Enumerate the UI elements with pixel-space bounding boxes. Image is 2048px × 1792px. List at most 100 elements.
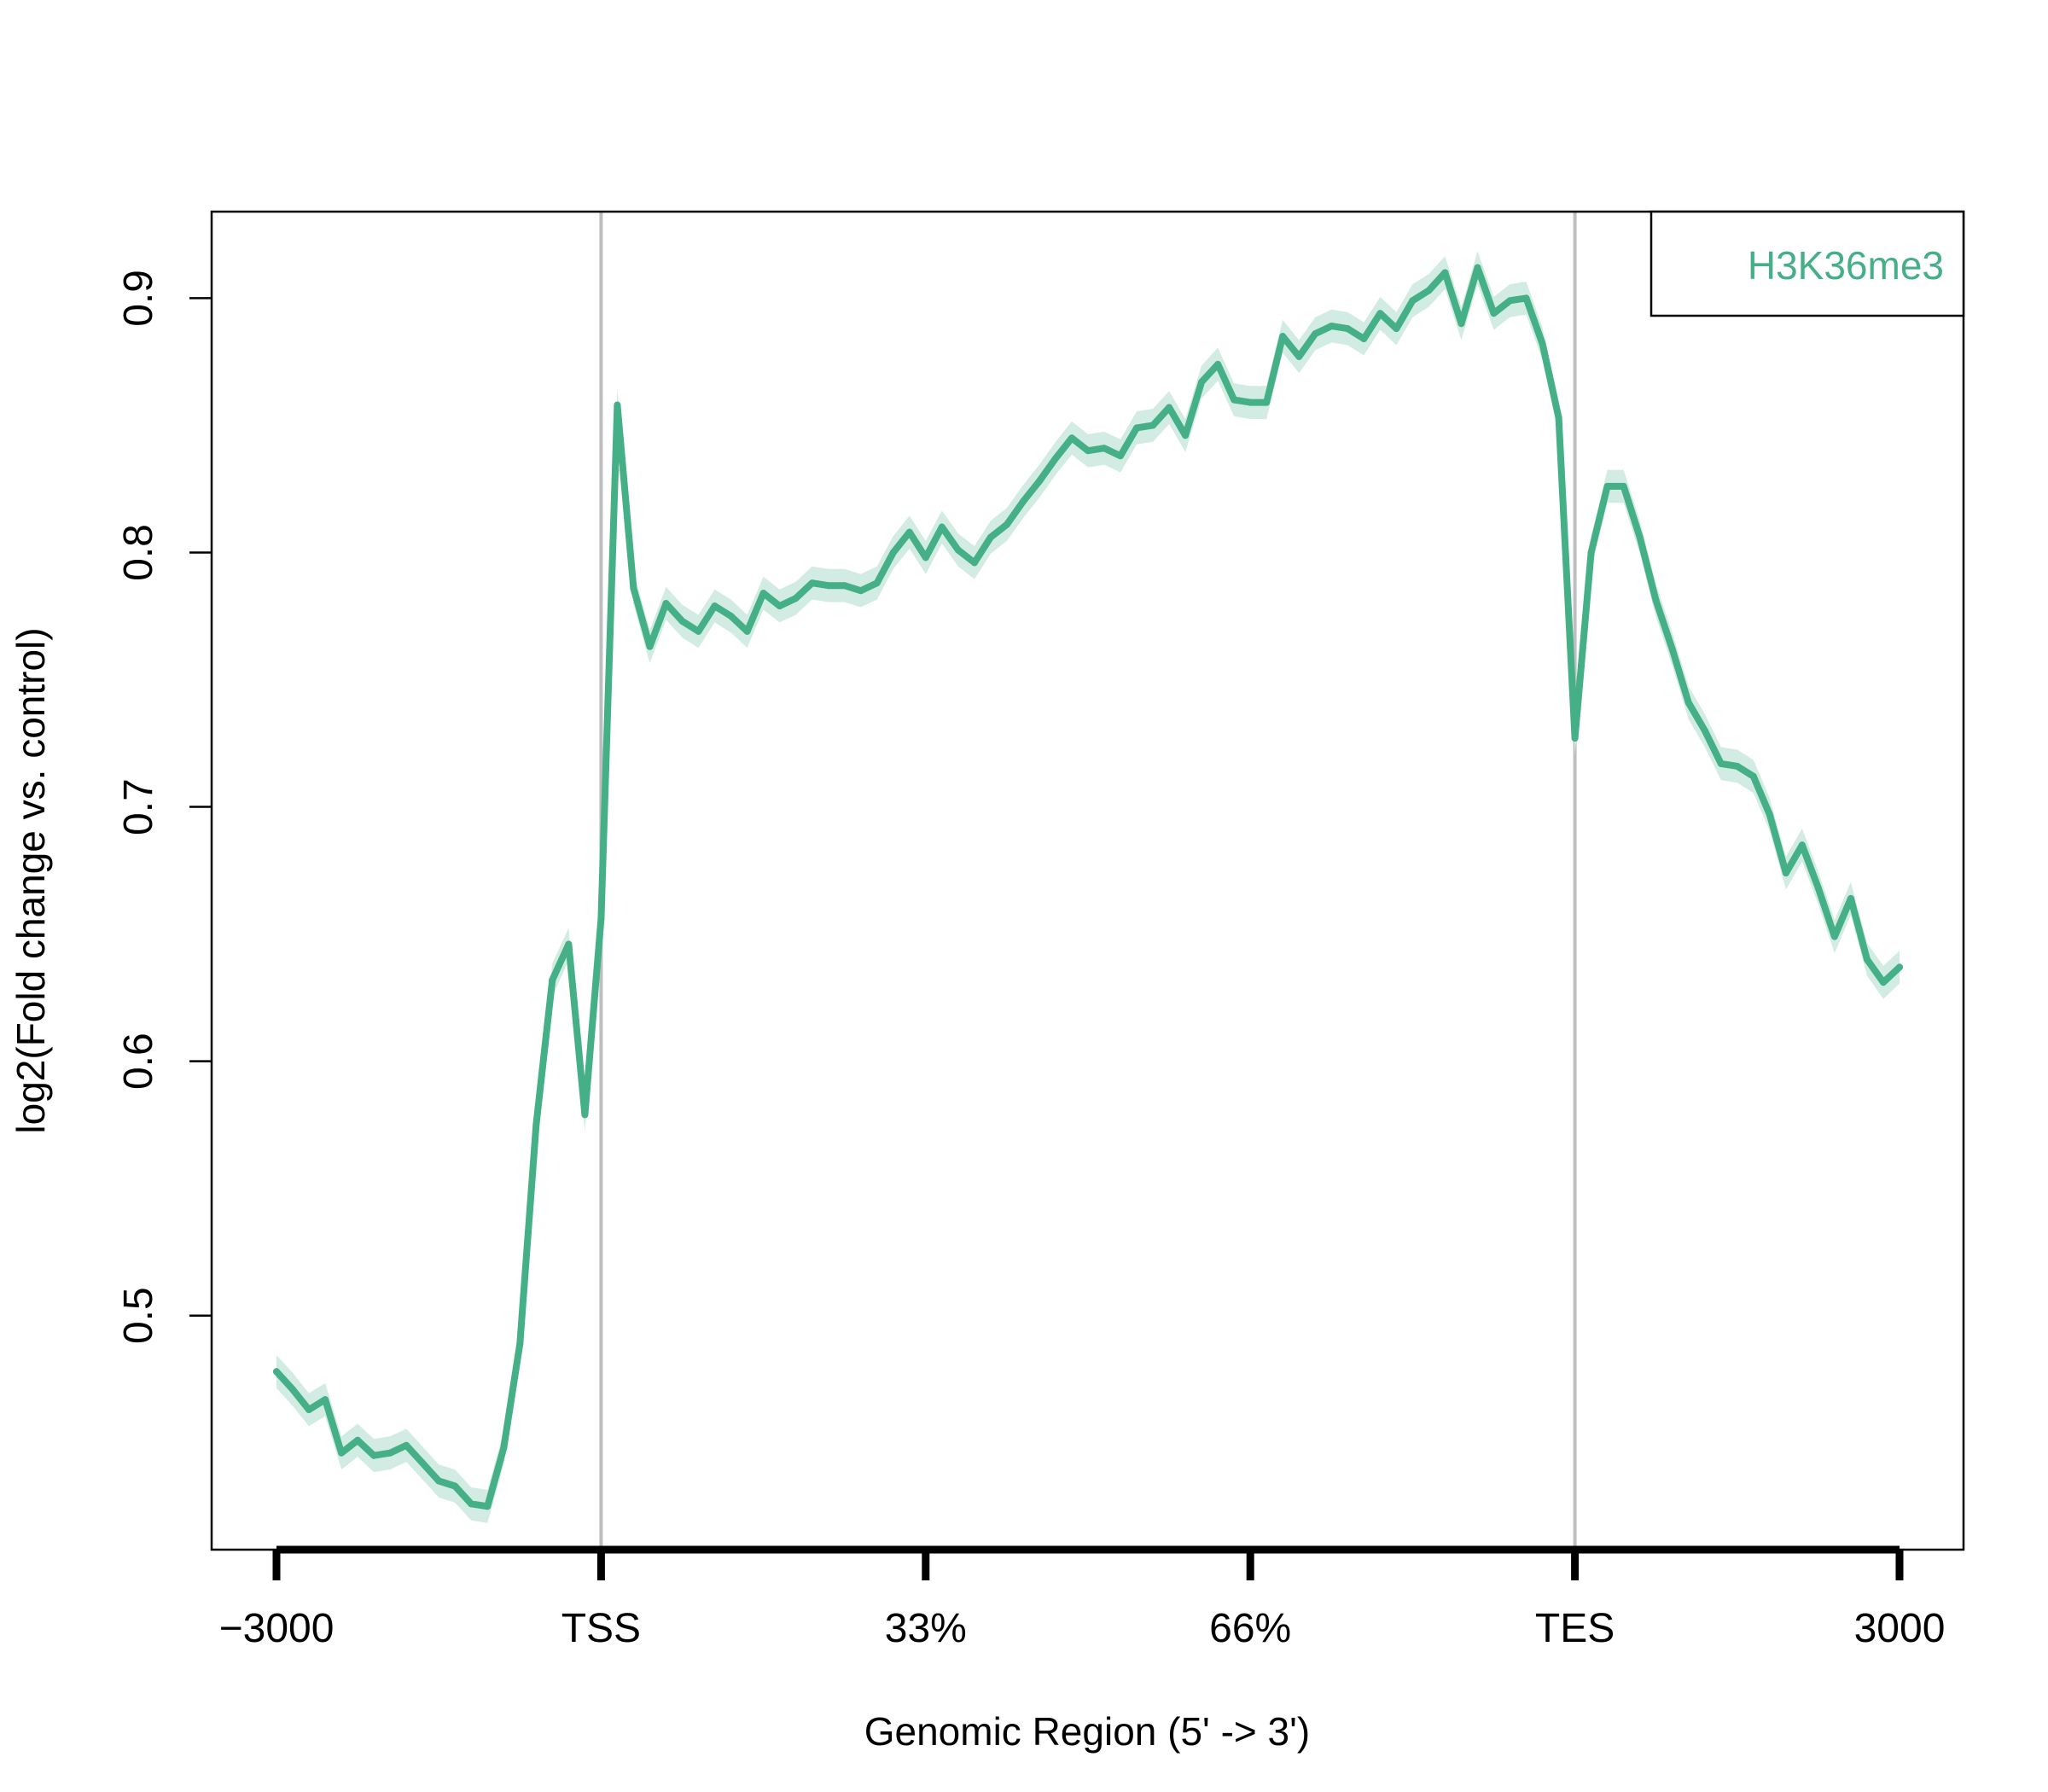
y-tick-label: 0.6 [116,1033,161,1090]
data-point [1085,447,1091,455]
y-tick-label: 0.9 [116,270,161,327]
data-point [1830,933,1838,940]
data-point [1766,811,1773,818]
data-point [792,595,800,602]
legend-entry-h3k36me3: H3K36me3 [1748,243,1944,288]
data-point [484,1503,492,1510]
x-axis-title: Genomic Region (5' -> 3') [864,1709,1311,1754]
data-point [922,554,929,561]
data-point [759,590,767,597]
data-point [1003,521,1010,528]
y-axis-title: log2(Fold change vs. control) [9,627,53,1133]
data-point [1506,297,1514,305]
data-point [1133,424,1141,432]
data-point [1684,699,1692,707]
data-point [1198,378,1206,386]
data-point [1425,287,1433,294]
data-point [338,1449,346,1457]
data-point [565,940,573,948]
data-point [727,613,735,620]
x-tick-label: TSS [561,1606,641,1651]
data-point [662,600,670,608]
data-point [322,1396,329,1404]
data-point [873,579,881,587]
data-point [1701,727,1708,735]
data-point [1749,772,1757,780]
y-tick-label: 0.5 [116,1287,161,1344]
data-point [1587,549,1595,556]
data-point [500,1444,508,1452]
data-point [1864,956,1871,963]
data-point [1555,414,1562,422]
data-point [273,1368,280,1376]
data-point [889,549,897,556]
data-point [1717,759,1725,767]
data-point [678,617,686,625]
data-point [1652,597,1660,605]
data-point [1441,269,1449,276]
data-point [1847,894,1854,902]
data-point [1182,432,1190,439]
data-point [1328,323,1335,330]
data-point [1247,399,1254,406]
data-point [1733,762,1741,770]
data-point [468,1500,475,1508]
data-point [1880,979,1887,986]
data-point [1571,735,1579,742]
data-point [419,1459,427,1467]
data-point [1457,320,1465,328]
data-point [743,627,751,635]
data-point [1474,264,1481,271]
data-point [1636,533,1644,541]
data-point [1782,870,1789,877]
x-tick-label: 3000 [1854,1606,1946,1651]
data-point [808,579,816,587]
data-point [1376,310,1384,317]
y-tick-label: 0.7 [116,778,161,835]
data-point [857,587,864,595]
data-point [970,559,978,567]
data-point [1393,325,1400,333]
data-point [1896,963,1903,971]
data-point [695,627,702,635]
x-tick-label: TES [1535,1606,1615,1651]
data-point [1214,360,1222,368]
data-point [646,643,654,650]
legend: H3K36me3 [1649,210,1965,317]
data-point [305,1406,312,1413]
data-point [1068,434,1075,442]
data-point [581,1111,589,1119]
legend-box [1649,210,1965,317]
data-point [597,915,605,922]
data-point [905,528,913,536]
data-point [1603,482,1611,490]
data-point [516,1340,524,1347]
x-tick-label: 66% [1209,1606,1291,1651]
data-point [614,401,621,409]
data-point [1490,310,1498,317]
data-point [1360,335,1368,342]
data-point [986,533,994,541]
data-point [630,585,637,592]
data-point [776,602,783,610]
data-point [1668,645,1676,653]
data-point [1019,497,1027,505]
data-point [1149,422,1157,429]
data-point [841,582,848,590]
data-point [289,1386,296,1393]
data-point [1409,297,1417,305]
data-point [1052,455,1059,463]
data-point [938,523,945,531]
data-point [549,976,556,984]
data-point [1263,399,1271,406]
data-point [1539,340,1546,347]
data-point [1231,396,1238,404]
y-tick-label: 0.8 [116,524,161,581]
data-point [711,602,719,610]
x-tick-label: −3000 [219,1606,335,1651]
data-point [1279,333,1287,340]
data-point [824,582,832,590]
data-point [403,1441,410,1449]
data-point [1035,478,1043,485]
